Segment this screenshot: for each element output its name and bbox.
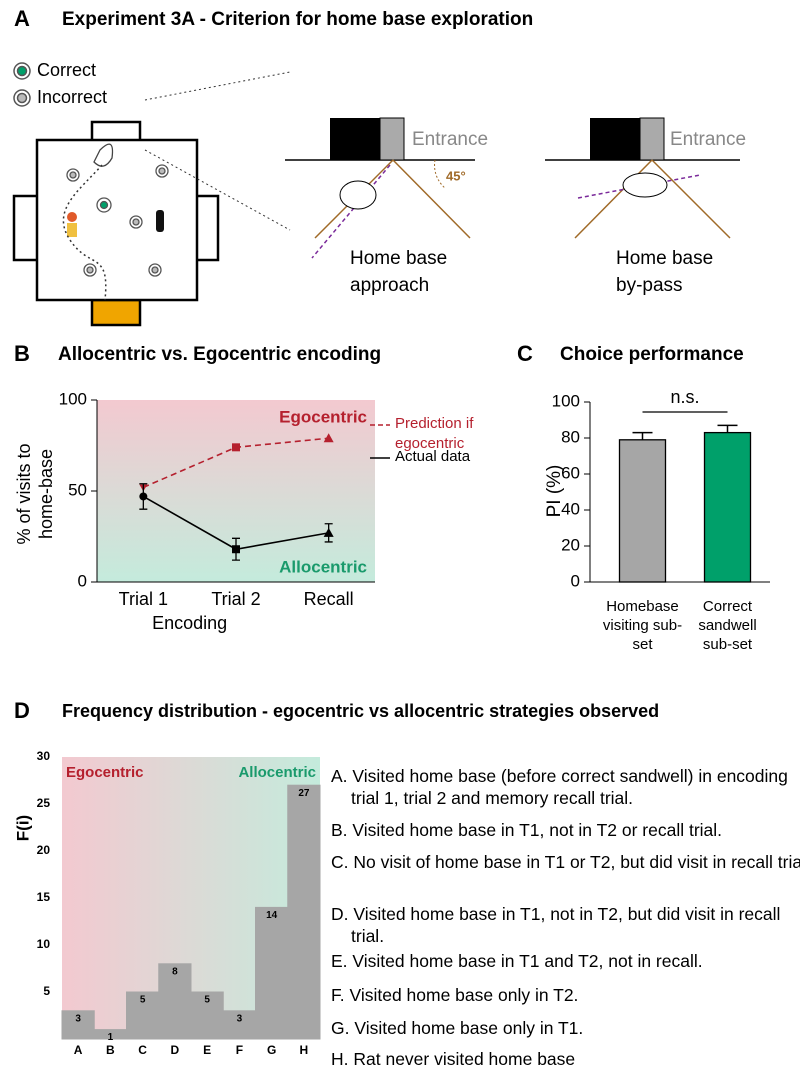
marker bbox=[323, 527, 334, 537]
marker bbox=[323, 433, 334, 443]
zoom-line bbox=[144, 71, 291, 101]
annotation: Egocentric bbox=[66, 764, 144, 781]
x-tick-label: Recall bbox=[304, 589, 354, 609]
chart-title: Allocentric vs. Egocentric encoding bbox=[58, 344, 381, 365]
x-tick-label: B bbox=[106, 1043, 115, 1057]
y-tick-label: 40 bbox=[561, 499, 580, 518]
description: F. Visited home base only in T2. bbox=[331, 985, 579, 1005]
x-tick-label: Trial 2 bbox=[211, 589, 260, 609]
legend-label: Actual data bbox=[395, 448, 471, 465]
description: G. Visited home base only in T1. bbox=[331, 1018, 584, 1038]
description: H. Rat never visited home base bbox=[331, 1049, 576, 1069]
marker bbox=[232, 545, 240, 554]
entrance-label: Entrance bbox=[670, 129, 746, 150]
bar bbox=[255, 906, 289, 1040]
legend-label: Correct bbox=[37, 60, 96, 80]
legend-label: Prediction if egocentric bbox=[395, 415, 474, 452]
caption: Home base by-pass bbox=[616, 248, 714, 296]
y-tick-label: 50 bbox=[68, 480, 87, 499]
description: B. Visited home base in T1, not in T2 or… bbox=[331, 820, 723, 840]
value-label: 14 bbox=[266, 910, 278, 921]
marker bbox=[139, 492, 148, 501]
description: E. Visited home base in T1 and T2, not i… bbox=[331, 951, 703, 971]
x-tick-label: H bbox=[300, 1043, 309, 1057]
angle-label: 45° bbox=[446, 168, 466, 183]
x-tick-label: A bbox=[74, 1043, 83, 1057]
arena bbox=[12, 120, 220, 327]
annotation: n.s. bbox=[670, 387, 699, 407]
bar bbox=[158, 963, 192, 1040]
chart-title: Choice performance bbox=[560, 344, 744, 365]
x-tick-label: D bbox=[171, 1043, 180, 1057]
y-tick-label: 30 bbox=[37, 749, 51, 763]
error-bar bbox=[632, 431, 653, 440]
annotation: Allocentric bbox=[279, 557, 367, 576]
bar bbox=[287, 784, 321, 1040]
entrance-label: Entrance bbox=[412, 129, 488, 150]
y-tick-label: 5 bbox=[43, 984, 50, 998]
y-tick-label: 20 bbox=[561, 535, 580, 554]
y-axis-label: F(i) bbox=[13, 815, 32, 841]
bar bbox=[618, 439, 667, 583]
x-tick-label: G bbox=[267, 1043, 276, 1057]
bar bbox=[222, 1010, 256, 1040]
value-label: 5 bbox=[140, 995, 146, 1006]
marker bbox=[232, 443, 240, 452]
y-tick-label: 10 bbox=[37, 937, 51, 951]
value-label: 27 bbox=[298, 788, 310, 799]
panel-label: C bbox=[517, 341, 533, 366]
x-axis-label: Encoding bbox=[152, 613, 227, 633]
panel-label: B bbox=[14, 341, 30, 366]
y-tick-label: 100 bbox=[552, 391, 580, 410]
x-tick-label: Trial 1 bbox=[119, 589, 168, 609]
y-axis-label: PI (%) bbox=[544, 464, 565, 518]
entrance-diagram bbox=[285, 117, 740, 259]
legend-label: Incorrect bbox=[37, 87, 107, 107]
x-tick-label: Correct sandwell sub-set bbox=[698, 598, 757, 653]
y-tick-label: 20 bbox=[37, 843, 51, 857]
value-label: 1 bbox=[108, 1032, 114, 1043]
y-tick-label: 80 bbox=[561, 427, 580, 446]
x-tick-label: C bbox=[138, 1043, 147, 1057]
x-tick-label: F bbox=[236, 1043, 243, 1057]
description: D. Visited home base in T1, not in T2, b… bbox=[331, 904, 781, 946]
y-tick-label: 60 bbox=[561, 463, 580, 482]
annotation: Egocentric bbox=[279, 407, 367, 426]
panel-label: A bbox=[14, 6, 30, 31]
description: C. No visit of home base in T1 or T2, bu… bbox=[331, 852, 800, 872]
legend-icons bbox=[13, 62, 31, 107]
value-label: 5 bbox=[204, 995, 210, 1006]
value-label: 8 bbox=[172, 966, 178, 977]
sandwells bbox=[66, 143, 169, 277]
trajectory bbox=[62, 164, 107, 301]
panel-label: D bbox=[14, 698, 30, 723]
x-tick-label: Homebase visiting sub-set bbox=[602, 598, 683, 653]
y-tick-label: 0 bbox=[571, 571, 580, 590]
x-tick-label: E bbox=[203, 1043, 211, 1057]
bar bbox=[61, 1010, 95, 1040]
value-label: 3 bbox=[75, 1013, 81, 1024]
error-bar bbox=[717, 424, 738, 433]
y-axis-label: % of visits to home-base bbox=[14, 443, 56, 545]
bar bbox=[703, 431, 752, 583]
y-tick-label: 100 bbox=[59, 389, 87, 408]
caption: Home base approach bbox=[350, 248, 448, 296]
y-tick-label: 25 bbox=[37, 796, 51, 810]
value-label: 3 bbox=[237, 1013, 243, 1024]
panel-title: Experiment 3A - Criterion for home base … bbox=[62, 9, 533, 30]
y-tick-label: 0 bbox=[78, 571, 87, 590]
chart-title: Frequency distribution - egocentric vs a… bbox=[62, 701, 659, 721]
description: A. Visited home base (before correct san… bbox=[331, 766, 788, 808]
annotation: Allocentric bbox=[238, 764, 316, 781]
bar bbox=[190, 991, 224, 1040]
y-tick-label: 15 bbox=[37, 890, 51, 904]
